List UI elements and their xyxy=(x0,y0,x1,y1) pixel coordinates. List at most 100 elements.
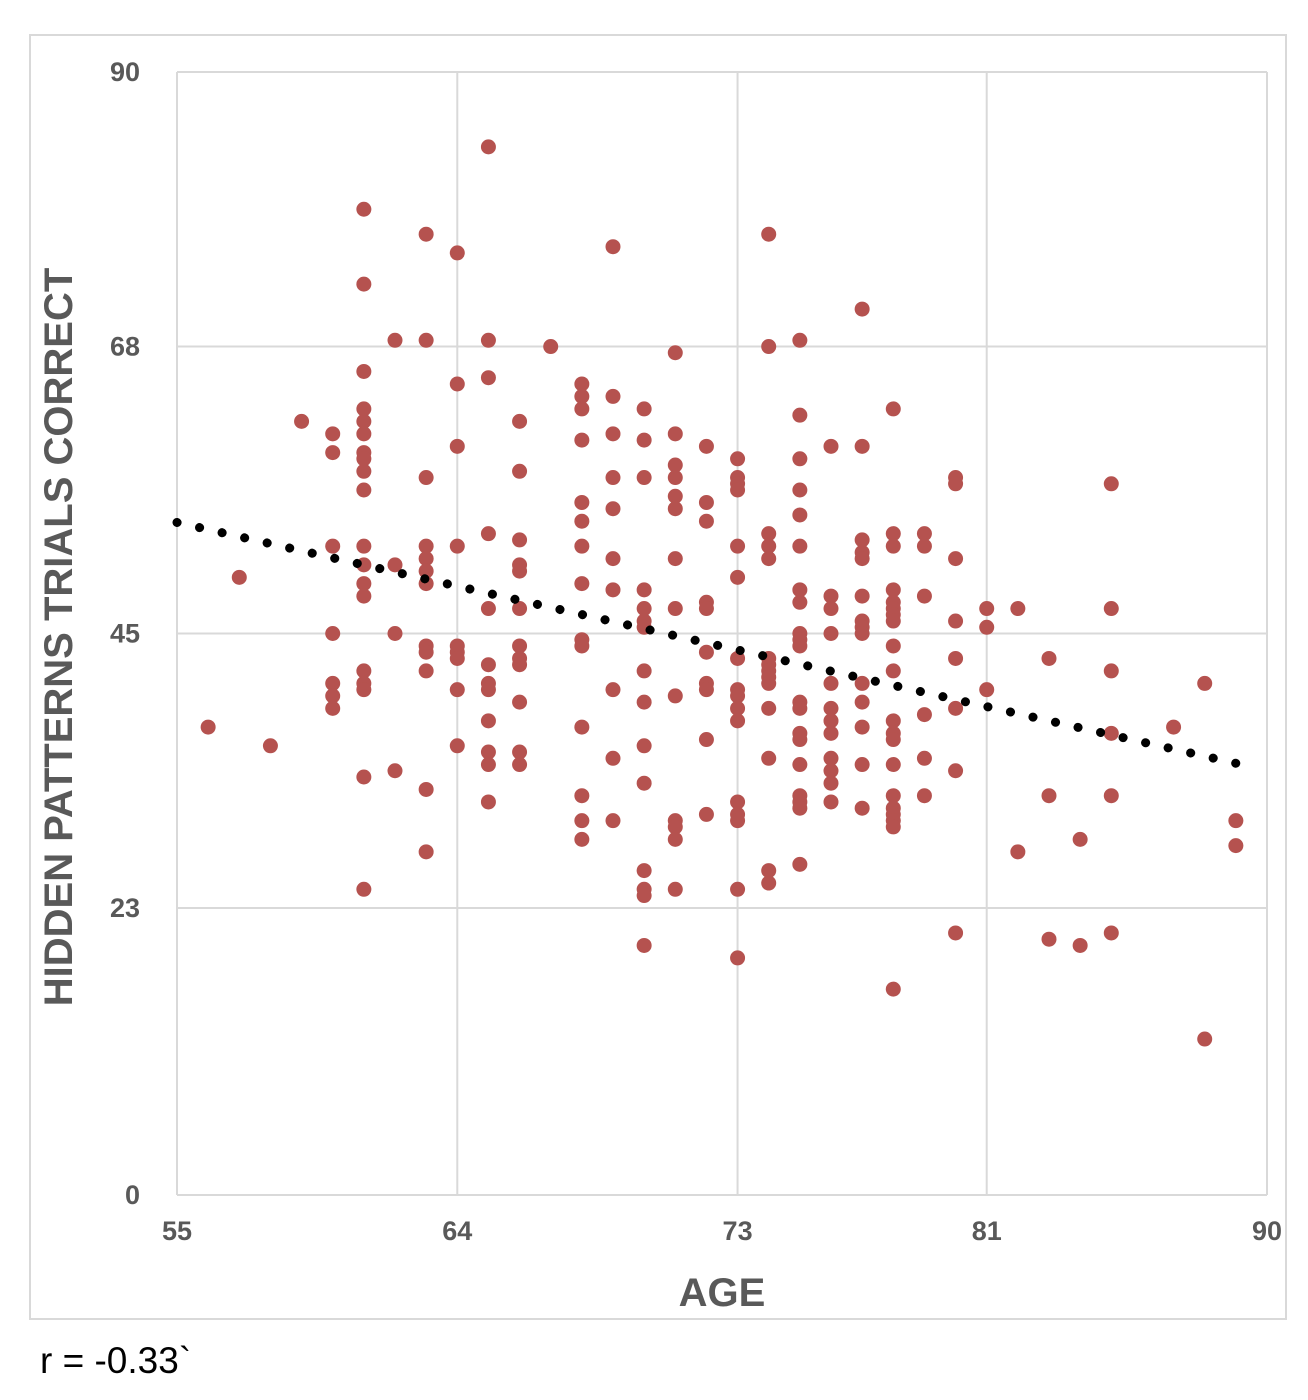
data-point xyxy=(356,451,372,467)
data-point xyxy=(823,713,839,729)
y-tick-label: 45 xyxy=(110,619,140,649)
data-point xyxy=(1197,675,1213,691)
data-point xyxy=(574,401,590,417)
data-point xyxy=(480,794,496,810)
data-point xyxy=(356,463,372,479)
data-point xyxy=(200,719,216,735)
data-point xyxy=(512,638,528,654)
data-point xyxy=(1228,813,1244,829)
correlation-note: r = -0.33` xyxy=(40,1340,192,1381)
data-point xyxy=(418,332,434,348)
data-point xyxy=(792,582,808,598)
data-point xyxy=(916,707,932,723)
y-axis-label: HIDDEN PATTERNS TRIALS CORRECT xyxy=(37,268,81,1007)
data-point xyxy=(730,569,746,585)
data-point xyxy=(854,438,870,454)
data-point xyxy=(823,626,839,641)
data-point xyxy=(667,457,683,473)
data-point xyxy=(823,438,839,454)
data-point xyxy=(480,139,496,155)
data-point xyxy=(667,601,683,617)
data-point xyxy=(1228,838,1244,854)
data-point xyxy=(667,551,683,567)
data-point xyxy=(885,526,901,542)
data-point xyxy=(667,819,683,835)
data-point xyxy=(761,675,777,691)
data-point xyxy=(418,551,434,567)
data-point xyxy=(512,463,528,479)
data-point xyxy=(605,682,621,698)
data-point xyxy=(356,769,372,785)
data-point xyxy=(792,700,808,716)
data-point xyxy=(761,226,777,242)
data-point xyxy=(885,788,901,804)
data-point xyxy=(854,757,870,773)
data-point xyxy=(574,432,590,448)
data-point xyxy=(418,563,434,579)
data-point xyxy=(356,201,372,217)
data-point xyxy=(1197,1031,1213,1047)
x-axis-label: AGE xyxy=(679,1271,766,1315)
data-point xyxy=(449,245,465,261)
data-point xyxy=(948,476,964,492)
data-point xyxy=(574,376,590,392)
data-point xyxy=(325,700,341,716)
data-point xyxy=(698,513,714,529)
data-point xyxy=(636,738,652,754)
data-point xyxy=(356,663,372,679)
data-point xyxy=(605,551,621,567)
y-tick-label: 0 xyxy=(125,1180,140,1210)
data-point xyxy=(605,813,621,829)
data-point xyxy=(605,750,621,766)
data-point xyxy=(418,644,434,660)
data-point xyxy=(636,694,652,710)
data-point xyxy=(730,881,746,897)
data-point xyxy=(1010,601,1026,617)
data-point xyxy=(418,663,434,679)
data-point xyxy=(605,239,621,255)
data-point xyxy=(916,538,932,554)
data-point xyxy=(480,757,496,773)
data-point xyxy=(885,981,901,997)
data-point xyxy=(761,526,777,542)
data-point xyxy=(387,557,403,573)
data-point xyxy=(667,488,683,504)
data-point xyxy=(823,700,839,716)
data-point xyxy=(512,532,528,548)
data-point xyxy=(792,507,808,523)
data-point xyxy=(854,551,870,567)
data-point xyxy=(574,388,590,404)
data-point xyxy=(1041,650,1057,666)
data-point xyxy=(356,538,372,554)
data-point xyxy=(574,831,590,847)
y-tick-label: 23 xyxy=(110,893,140,923)
data-point xyxy=(1103,663,1119,679)
data-point xyxy=(356,401,372,417)
data-point xyxy=(792,757,808,773)
data-point xyxy=(854,626,870,641)
data-point xyxy=(792,538,808,554)
data-point xyxy=(418,844,434,860)
data-point xyxy=(1072,937,1088,953)
data-point xyxy=(854,694,870,710)
data-point xyxy=(885,732,901,748)
data-point xyxy=(480,744,496,760)
data-point xyxy=(698,806,714,822)
data-point xyxy=(418,781,434,797)
data-point xyxy=(698,601,714,617)
data-point xyxy=(1103,925,1119,941)
data-point xyxy=(854,719,870,735)
y-tick-label: 68 xyxy=(110,332,140,362)
data-point xyxy=(761,551,777,567)
x-tick-label: 73 xyxy=(723,1216,753,1246)
data-point xyxy=(761,863,777,879)
data-point xyxy=(948,763,964,779)
data-point xyxy=(1166,719,1182,735)
data-point xyxy=(574,513,590,529)
data-point xyxy=(418,226,434,242)
trendline-path xyxy=(172,517,1241,768)
data-point xyxy=(667,688,683,704)
data-point xyxy=(792,800,808,816)
x-tick-label: 90 xyxy=(1252,1216,1282,1246)
data-point xyxy=(325,538,341,554)
